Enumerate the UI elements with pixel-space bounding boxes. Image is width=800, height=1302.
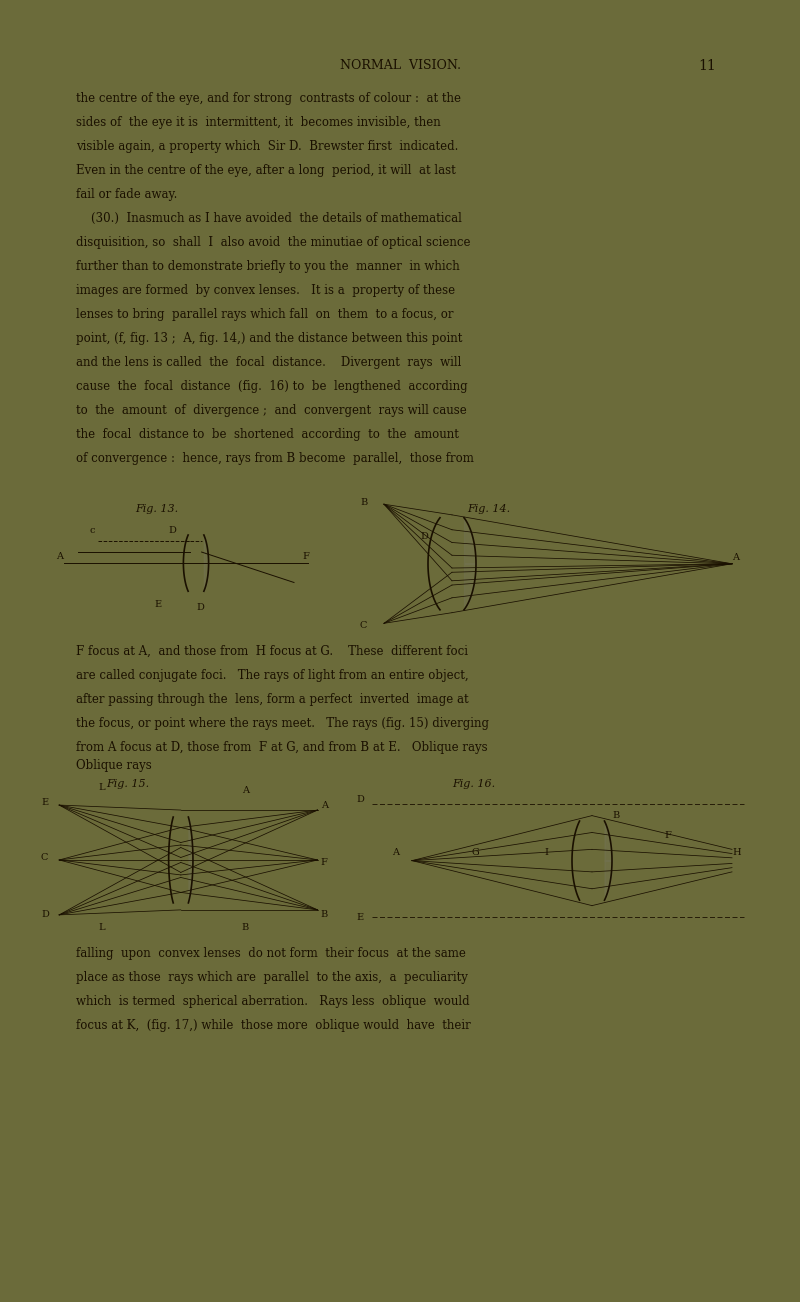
Text: place as those  rays which are  parallel  to the axis,  a  peculiarity: place as those rays which are parallel t… [76, 971, 468, 984]
Text: D: D [41, 910, 49, 919]
Text: Fig. 13.: Fig. 13. [135, 504, 178, 514]
Text: are called conjugate foci.   The rays of light from an entire object,: are called conjugate foci. The rays of l… [76, 669, 469, 682]
Text: and the lens is called  the  focal  distance.    Divergent  rays  will: and the lens is called the focal distanc… [76, 355, 462, 368]
Text: the centre of the eye, and for strong  contrasts of colour :  at the: the centre of the eye, and for strong co… [76, 92, 461, 105]
Text: falling  upon  convex lenses  do not form  their focus  at the same: falling upon convex lenses do not form t… [76, 947, 466, 960]
Text: further than to demonstrate briefly to you the  manner  in which: further than to demonstrate briefly to y… [76, 260, 460, 273]
Text: A: A [242, 785, 249, 794]
Text: C: C [41, 853, 48, 862]
Text: the  focal  distance to  be  shortened  according  to  the  amount: the focal distance to be shortened accor… [76, 428, 459, 441]
Text: E: E [41, 798, 48, 807]
Text: after passing through the  lens, form a perfect  inverted  image at: after passing through the lens, form a p… [76, 693, 469, 706]
Text: Even in the centre of the eye, after a long  period, it will  at last: Even in the centre of the eye, after a l… [76, 164, 456, 177]
Text: of convergence :  hence, rays from B become  parallel,  those from: of convergence : hence, rays from B beco… [76, 452, 474, 465]
Text: E: E [154, 600, 161, 609]
Text: images are formed  by convex lenses.   It is a  property of these: images are formed by convex lenses. It i… [76, 284, 455, 297]
Text: F focus at A,  and those from  H focus at G.    These  different foci: F focus at A, and those from H focus at … [76, 644, 468, 658]
Text: A: A [392, 848, 399, 857]
Text: disquisition, so  shall  I  also avoid  the minutiae of optical science: disquisition, so shall I also avoid the … [76, 236, 470, 249]
Text: c: c [90, 526, 95, 535]
Text: fail or fade away.: fail or fade away. [76, 187, 178, 201]
Text: A: A [321, 801, 328, 810]
Text: lenses to bring  parallel rays which fall  on  them  to a focus, or: lenses to bring parallel rays which fall… [76, 309, 454, 322]
Text: B: B [612, 811, 619, 820]
Text: NORMAL  VISION.: NORMAL VISION. [339, 59, 461, 72]
Text: F: F [664, 831, 671, 840]
Text: B: B [360, 497, 367, 506]
Text: E: E [356, 913, 363, 922]
Text: D: D [356, 794, 364, 803]
Text: which  is termed  spherical aberration.   Rays less  oblique  would: which is termed spherical aberration. Ra… [76, 995, 470, 1008]
Text: Fig. 14.: Fig. 14. [466, 504, 510, 514]
Text: sides of  the eye it is  intermittent, it  becomes invisible, then: sides of the eye it is intermittent, it … [76, 116, 441, 129]
Text: to  the  amount  of  divergence ;  and  convergent  rays will cause: to the amount of divergence ; and conver… [76, 404, 467, 417]
Text: visible again, a property which  Sir D.  Brewster first  indicated.: visible again, a property which Sir D. B… [76, 141, 458, 154]
Text: D: D [168, 526, 176, 535]
Text: F: F [302, 552, 310, 561]
Text: H: H [732, 848, 741, 857]
Text: the focus, or point where the rays meet.   The rays (fig. 15) diverging: the focus, or point where the rays meet.… [76, 716, 489, 729]
Text: F: F [321, 858, 327, 867]
Text: L: L [98, 923, 106, 932]
Text: A: A [56, 552, 63, 561]
Text: B: B [242, 923, 249, 932]
Text: L: L [98, 783, 106, 792]
Text: Oblique rays: Oblique rays [76, 759, 152, 772]
Text: D: D [196, 603, 204, 612]
Text: A: A [732, 553, 739, 562]
Text: (30.)  Inasmuch as I have avoided  the details of mathematical: (30.) Inasmuch as I have avoided the det… [76, 212, 462, 225]
Text: focus at K,  (fig. 17,) while  those more  oblique would  have  their: focus at K, (fig. 17,) while those more … [76, 1019, 471, 1032]
Text: I: I [544, 848, 548, 857]
Text: point, (f, fig. 13 ;  A, fig. 14,) and the distance between this point: point, (f, fig. 13 ; A, fig. 14,) and th… [76, 332, 462, 345]
Text: C: C [360, 621, 367, 630]
Text: B: B [321, 910, 328, 919]
Text: Fig. 16.: Fig. 16. [452, 779, 495, 789]
Text: from A focus at D, those from  F at G, and from B at E.   Oblique rays: from A focus at D, those from F at G, an… [76, 741, 488, 754]
Text: D: D [420, 531, 428, 540]
Text: G: G [472, 848, 480, 857]
Text: Fig. 15.: Fig. 15. [106, 779, 150, 789]
Text: cause  the  focal  distance  (fig.  16) to  be  lengthened  according: cause the focal distance (fig. 16) to be… [76, 380, 468, 393]
Text: 11: 11 [698, 59, 717, 73]
